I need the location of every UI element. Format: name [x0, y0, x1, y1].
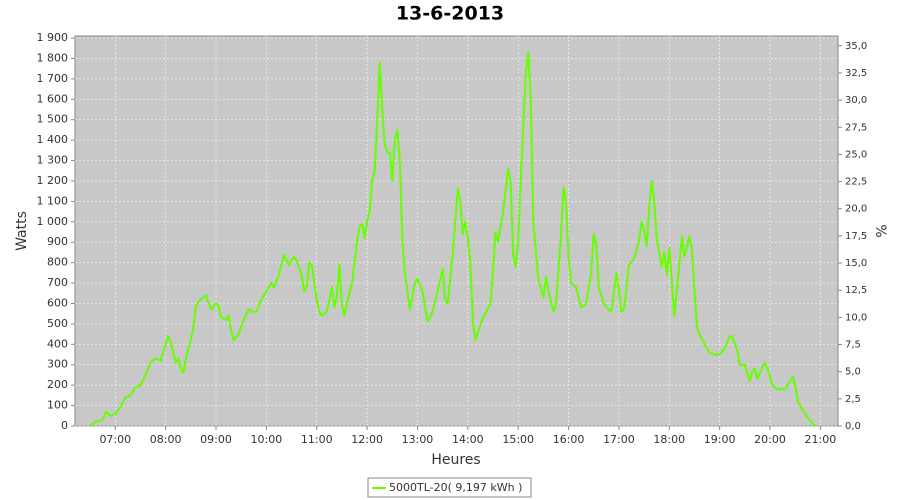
y-tick-label: 1 100 [37, 194, 69, 207]
x-tick-label: 21:00 [805, 433, 837, 446]
x-tick-label: 20:00 [754, 433, 786, 446]
x-tick-label: 16:00 [553, 433, 585, 446]
x-tick-label: 15:00 [502, 433, 534, 446]
y-tick-label: 1 600 [37, 92, 69, 105]
y2-tick-label: 22,5 [845, 177, 867, 188]
x-tick-label: 12:00 [351, 433, 383, 446]
x-tick-label: 17:00 [603, 433, 635, 446]
x-tick-label: 14:00 [452, 433, 484, 446]
x-tick-label: 18:00 [653, 433, 685, 446]
y-tick-label: 600 [47, 296, 68, 309]
y2-tick-label: 12,5 [845, 285, 867, 296]
y2-tick-label: 0,0 [845, 421, 861, 432]
y-tick-label: 1 900 [37, 31, 69, 44]
y2-tick-label: 15,0 [845, 258, 867, 269]
y-tick-label: 700 [47, 276, 68, 289]
y2-tick-label: 32,5 [845, 68, 867, 79]
y-tick-label: 1 000 [37, 215, 69, 228]
x-axis-label: Heures [431, 452, 480, 468]
x-tick-label: 09:00 [200, 433, 232, 446]
y-tick-label: 0 [61, 419, 68, 432]
y-tick-label: 800 [47, 256, 68, 269]
y-tick-label: 500 [47, 317, 68, 330]
x-tick-label: 07:00 [99, 433, 131, 446]
y2-axis-label: % [872, 224, 888, 237]
y-tick-label: 1 200 [37, 174, 69, 187]
y-tick-label: 400 [47, 337, 68, 350]
y2-tick-label: 7,5 [845, 340, 861, 351]
y2-tick-label: 27,5 [845, 122, 867, 133]
y-tick-label: 300 [47, 358, 68, 371]
y-tick-label: 900 [47, 235, 68, 248]
chart-title: 13-6-2013 [396, 3, 504, 25]
y2-tick-label: 35,0 [845, 41, 867, 52]
x-tick-label: 08:00 [150, 433, 182, 446]
y-tick-label: 1 300 [37, 154, 69, 167]
y-tick-label: 1 800 [37, 51, 69, 64]
y-tick-label: 100 [47, 399, 68, 412]
y2-tick-label: 10,0 [845, 312, 867, 323]
y-tick-label: 1 500 [37, 113, 69, 126]
y-axis-label: Watts [14, 211, 30, 251]
y2-tick-label: 20,0 [845, 204, 867, 215]
x-tick-label: 13:00 [402, 433, 434, 446]
x-tick-label: 19:00 [704, 433, 736, 446]
legend-box [367, 477, 532, 498]
y-tick-label: 200 [47, 378, 68, 391]
y2-tick-label: 5,0 [845, 367, 861, 378]
data-line [89, 51, 816, 427]
y-tick-label: 1 700 [37, 72, 69, 85]
x-tick-label: 10:00 [251, 433, 283, 446]
legend-label: 5000TL-20( 9,197 kWh ) [389, 481, 522, 494]
y2-tick-label: 2,5 [845, 394, 861, 405]
y2-tick-label: 25,0 [845, 149, 867, 160]
x-tick-label: 11:00 [301, 433, 333, 446]
y2-tick-label: 17,5 [845, 231, 867, 242]
plot-area [74, 35, 839, 427]
y2-tick-label: 30,0 [845, 95, 867, 106]
y-tick-label: 1 400 [37, 133, 69, 146]
